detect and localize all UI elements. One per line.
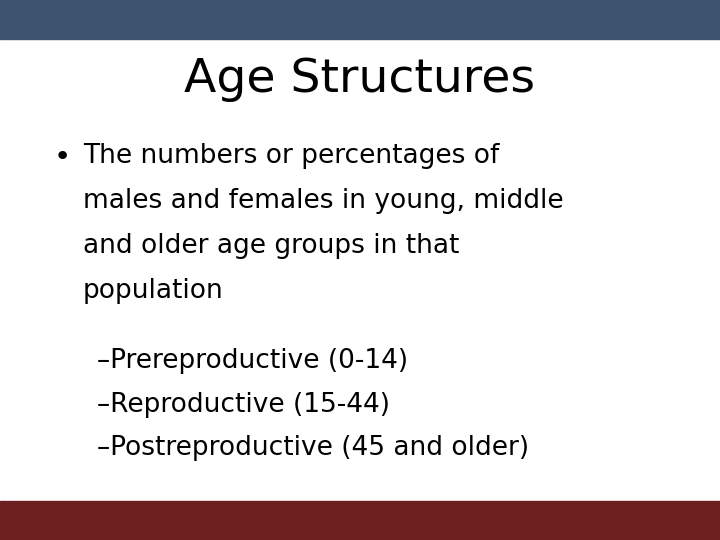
Bar: [0, 501, 720, 540]
Text: •: •: [54, 143, 71, 171]
Bar: [0, 0, 720, 39]
Text: –Reproductive (15-44): –Reproductive (15-44): [97, 392, 390, 417]
Text: –Postreproductive (45 and older): –Postreproductive (45 and older): [97, 435, 529, 461]
Text: and older age groups in that: and older age groups in that: [83, 233, 459, 259]
Text: –Prereproductive (0-14): –Prereproductive (0-14): [97, 348, 408, 374]
Text: males and females in young, middle: males and females in young, middle: [83, 188, 564, 214]
Text: Age Structures: Age Structures: [184, 57, 536, 102]
Text: population: population: [83, 278, 223, 303]
Text: The numbers or percentages of: The numbers or percentages of: [83, 143, 499, 169]
